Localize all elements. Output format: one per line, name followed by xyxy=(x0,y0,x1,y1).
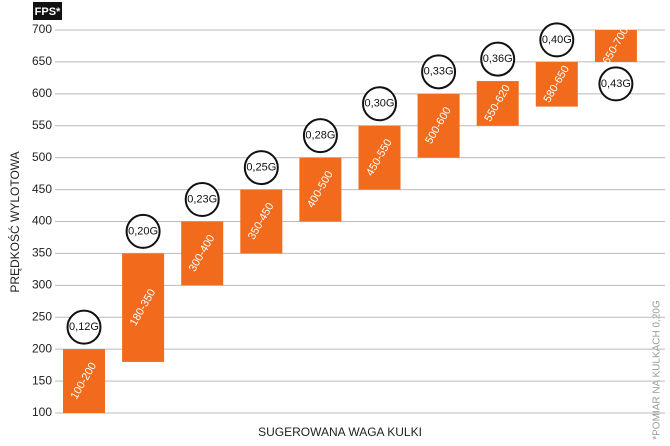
weight-badge xyxy=(480,41,516,77)
bar xyxy=(122,253,165,362)
y-tick-label: 500 xyxy=(32,150,52,164)
bar xyxy=(63,349,105,413)
weight-label: 0,40G xyxy=(542,34,572,46)
bar xyxy=(476,81,519,126)
weight-label: 0,20G xyxy=(128,225,158,237)
weight-label: 0,12G xyxy=(69,321,99,333)
weight-label: 0,23G xyxy=(187,193,217,205)
weight-badge xyxy=(243,150,279,186)
y-tick-label: 450 xyxy=(32,182,52,196)
footnote: *POMIAR NA KULKACH 0,20G xyxy=(652,300,663,440)
weight-label: 0,33G xyxy=(424,66,454,78)
y-axis-title: PRĘDKOŚĆ WYLOTOWA xyxy=(7,151,22,292)
y-tick-label: 550 xyxy=(32,118,52,132)
y-tick-label: 100 xyxy=(32,405,52,419)
weight-badge xyxy=(184,182,220,217)
weight-label: 0,36G xyxy=(483,53,513,65)
weight-badge xyxy=(302,118,338,154)
unit-label: FPS* xyxy=(35,6,61,18)
weight-label: 0,30G xyxy=(365,98,395,110)
y-tick-label: 350 xyxy=(32,246,52,260)
y-tick-label: 150 xyxy=(32,373,52,387)
weight-badge xyxy=(125,213,161,249)
x-axis-title: SUGEROWANA WAGA KULKI xyxy=(258,425,422,439)
y-tick-label: 250 xyxy=(32,309,52,323)
bar xyxy=(535,61,578,107)
bar xyxy=(240,189,283,254)
weight-badge xyxy=(539,22,575,58)
weight-label: 0,43G xyxy=(601,78,631,90)
bar xyxy=(594,30,637,62)
y-tick-label: 700 xyxy=(32,22,52,36)
weight-label: 0,25G xyxy=(246,161,276,173)
y-tick-label: 300 xyxy=(32,278,52,292)
y-tick-label: 400 xyxy=(32,214,52,228)
weight-badge xyxy=(421,54,457,90)
y-tick-label: 650 xyxy=(32,54,52,68)
weight-label: 0,28G xyxy=(305,130,335,142)
weight-badge xyxy=(598,66,634,102)
bar xyxy=(417,93,460,158)
y-tick-label: 600 xyxy=(32,86,52,100)
bar xyxy=(299,157,342,222)
weight-badge xyxy=(362,86,397,122)
unit-tag xyxy=(33,2,62,20)
weight-badge xyxy=(66,309,102,345)
bar xyxy=(181,221,224,286)
y-tick-label: 200 xyxy=(32,341,52,355)
bar xyxy=(358,125,401,190)
